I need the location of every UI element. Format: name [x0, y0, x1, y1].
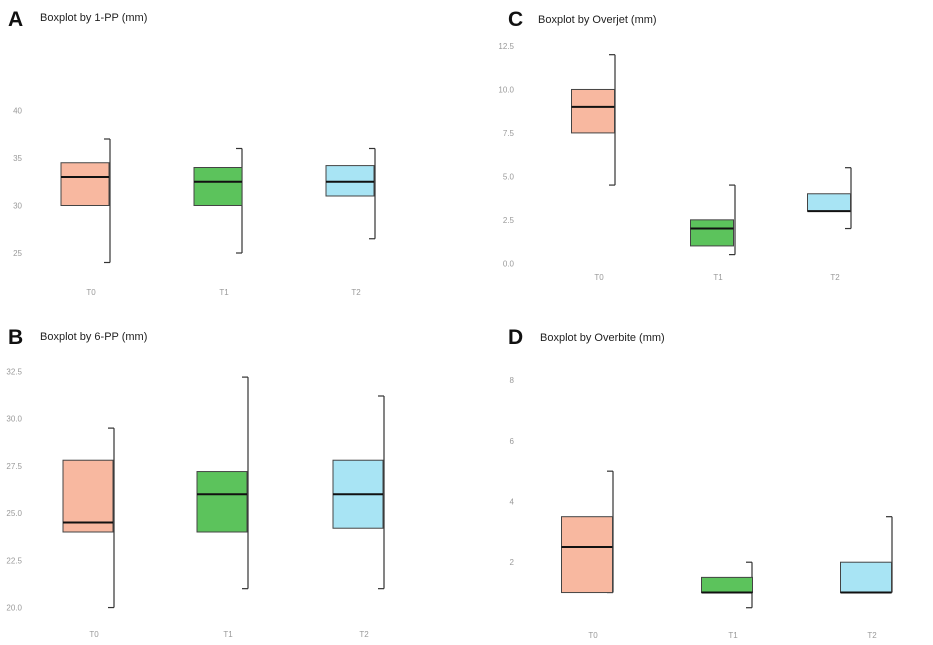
x-tick-label: T0: [588, 631, 598, 640]
x-tick-label: T1: [223, 630, 233, 639]
box-group-t2: [807, 167, 852, 230]
panel-d: D Boxplot by Overbite (mm) 2 4 6 8 T0 T1 T2: [466, 322, 933, 645]
chart-title: Boxplot by Overjet (mm): [538, 14, 657, 26]
box-iqr: [196, 471, 248, 533]
box-iqr: [561, 516, 613, 594]
box-iqr: [690, 219, 734, 247]
box-iqr: [193, 167, 243, 206]
box-group-t1: [701, 561, 753, 609]
box-group-t1: [193, 147, 243, 254]
box-group-t1: [196, 376, 249, 590]
box-group-t2: [332, 395, 385, 590]
panel-letter: C: [508, 8, 524, 31]
x-tick-label: T2: [351, 288, 361, 297]
chart-title: Boxplot by 1-PP (mm): [40, 12, 148, 24]
y-tick-label: 6: [510, 437, 515, 446]
y-tick-label: 12.5: [498, 42, 514, 51]
y-tick-label: 22.5: [6, 556, 22, 565]
y-tick-label: 25: [13, 249, 22, 258]
y-tick-label: 8: [510, 376, 515, 385]
y-tick-label: 2.5: [503, 216, 515, 225]
y-tick-label: 4: [510, 498, 515, 507]
y-tick-label: 20.0: [6, 604, 22, 613]
y-tick-label: 25.0: [6, 509, 22, 518]
boxplot-overjet: 0.0 2.5 5.0 7.5 10.0 12.5 T0 T1 T2: [498, 42, 852, 282]
y-tick-label: 7.5: [503, 129, 515, 138]
y-tick-label: 0.0: [503, 259, 515, 268]
box-iqr: [701, 576, 753, 594]
y-tick-label: 30.0: [6, 415, 22, 424]
box-iqr: [807, 193, 851, 212]
y-tick-label: 27.5: [6, 462, 22, 471]
x-tick-label: T0: [86, 288, 96, 297]
x-tick-label: T2: [867, 631, 877, 640]
y-tick-label: 35: [13, 154, 22, 163]
x-tick-label: T1: [219, 288, 229, 297]
y-tick-label: 32.5: [6, 367, 22, 376]
x-tick-label: T0: [594, 273, 604, 282]
box-group-t0: [62, 427, 115, 609]
y-tick-label: 30: [13, 202, 22, 211]
x-tick-label: T1: [728, 631, 738, 640]
panel-letter: B: [8, 326, 24, 349]
panel-letter: A: [8, 8, 24, 31]
box-iqr: [840, 561, 892, 594]
panel-b: B Boxplot by 6-PP (mm) 20.0 22.5 25.0 27.5 3…: [0, 322, 466, 645]
box-iqr: [571, 88, 615, 134]
panel-a: A Boxplot by 1-PP (mm) 25 30 35 40 T0 T1 T2: [0, 0, 466, 322]
box-group-t0: [571, 54, 616, 186]
boxplot-overbite: 2 4 6 8 T0 T1 T2: [510, 376, 893, 640]
box-group-t0: [60, 138, 111, 264]
box-group-t0: [561, 470, 614, 594]
y-tick-label: 5.0: [503, 172, 515, 181]
box-group-t2: [325, 147, 376, 240]
x-tick-label: T0: [89, 630, 99, 639]
box-group-t2: [840, 516, 893, 594]
box-iqr: [62, 459, 114, 533]
chart-title: Boxplot by 6-PP (mm): [40, 331, 148, 343]
boxplot-1-pp: 25 30 35 40 T0 T1 T2: [13, 107, 376, 297]
x-tick-label: T1: [713, 273, 723, 282]
y-tick-label: 2: [510, 558, 515, 567]
boxplot-6-pp: 20.0 22.5 25.0 27.5 30.0 32.5 T0 T1 T2: [6, 367, 385, 639]
x-tick-label: T2: [830, 273, 840, 282]
y-tick-label: 40: [13, 107, 22, 116]
x-tick-label: T2: [359, 630, 369, 639]
box-iqr: [60, 162, 110, 206]
panel-c: C Boxplot by Overjet (mm) 0.0 2.5 5.0 7.5 10…: [466, 0, 933, 322]
box-group-t1: [690, 184, 736, 256]
chart-title: Boxplot by Overbite (mm): [540, 332, 665, 344]
y-tick-label: 10.0: [498, 85, 514, 94]
panel-letter: D: [508, 326, 524, 349]
